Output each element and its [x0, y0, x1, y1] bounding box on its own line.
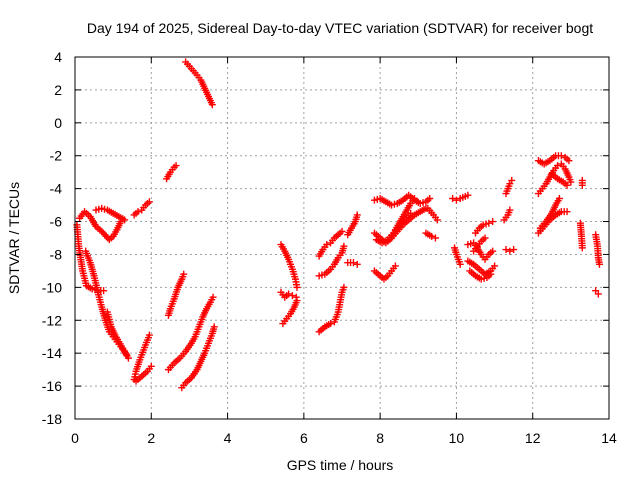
data-point — [100, 287, 108, 295]
data-point — [147, 362, 155, 370]
data-point — [208, 101, 216, 109]
data-point — [288, 292, 296, 300]
data-point — [449, 195, 457, 203]
data-point — [557, 152, 565, 160]
data-point — [506, 247, 514, 255]
data-point — [489, 247, 497, 255]
grid-lines — [75, 57, 609, 419]
x-tick-label: 4 — [224, 430, 232, 446]
data-point — [145, 198, 153, 206]
chart-title: Day 194 of 2025, Sidereal Day-to-day VTE… — [87, 20, 593, 36]
data-point — [407, 209, 415, 217]
data-point — [487, 270, 495, 278]
data-point — [338, 227, 346, 235]
data-point — [456, 260, 464, 268]
data-point — [565, 157, 573, 165]
data-point — [506, 206, 514, 214]
data-point — [481, 234, 489, 242]
data-point — [595, 260, 603, 268]
data-point — [121, 216, 129, 224]
data-markers — [73, 58, 603, 392]
x-axis-title: GPS time / hours — [287, 457, 394, 473]
data-point — [391, 262, 399, 270]
y-tick-label: -16 — [42, 378, 62, 394]
y-tick-label: -2 — [50, 148, 63, 164]
data-point — [327, 320, 335, 328]
data-point — [578, 181, 586, 189]
data-point — [349, 259, 357, 267]
plot-frame — [74, 56, 610, 420]
data-point — [426, 195, 434, 203]
data-point — [209, 293, 217, 301]
x-tick-label: 12 — [525, 430, 541, 446]
y-tick-label: 0 — [54, 115, 62, 131]
y-tick-label: -14 — [42, 345, 62, 361]
data-point — [285, 290, 293, 298]
y-tick-label: -4 — [50, 181, 63, 197]
data-point — [353, 260, 361, 268]
x-tick-label: 0 — [71, 430, 79, 446]
data-point — [491, 262, 499, 270]
data-point — [554, 162, 562, 170]
x-tick-label: 10 — [449, 430, 465, 446]
data-point — [428, 232, 436, 240]
data-point — [323, 241, 331, 249]
x-tick-label: 2 — [147, 430, 155, 446]
data-point — [563, 181, 571, 189]
x-tick-label: 8 — [376, 430, 384, 446]
data-point — [410, 195, 418, 203]
x-tick-label: 14 — [601, 430, 617, 446]
data-point — [502, 246, 510, 254]
y-tick-labels: -18 -16 -14 -12 -10 -8 -6 -4 -2 0 2 4 — [42, 49, 62, 427]
data-point — [134, 208, 142, 216]
data-point — [122, 351, 130, 359]
data-point — [340, 283, 348, 291]
y-axis-title: SDTVAR / TECUs — [6, 182, 22, 294]
data-point — [180, 270, 188, 278]
y-tick-label: -6 — [50, 214, 63, 230]
data-point — [452, 196, 460, 204]
data-point — [489, 218, 497, 226]
y-tick-label: -8 — [50, 246, 63, 262]
data-point — [433, 216, 441, 224]
x-tick-label: 6 — [300, 430, 308, 446]
data-point — [563, 208, 571, 216]
data-point — [431, 234, 439, 242]
y-tick-label: 4 — [54, 49, 62, 65]
data-point — [485, 219, 493, 227]
data-point — [567, 178, 575, 186]
data-point — [508, 176, 516, 184]
data-point — [340, 242, 348, 250]
x-tick-labels: 0 2 4 6 8 10 12 14 — [71, 430, 617, 446]
data-point — [145, 331, 153, 339]
data-point — [293, 297, 301, 305]
data-point — [578, 244, 586, 252]
axis-ticks — [74, 56, 610, 420]
data-point — [594, 290, 602, 298]
data-point — [555, 195, 563, 203]
y-tick-label: -12 — [42, 312, 62, 328]
data-point — [353, 211, 361, 219]
data-point — [510, 246, 518, 254]
y-tick-label: -10 — [42, 279, 62, 295]
y-tick-label: -18 — [42, 411, 62, 427]
y-tick-label: 2 — [54, 82, 62, 98]
data-point — [464, 191, 472, 199]
data-point — [210, 323, 218, 331]
data-point — [293, 283, 301, 291]
data-point — [172, 162, 180, 170]
